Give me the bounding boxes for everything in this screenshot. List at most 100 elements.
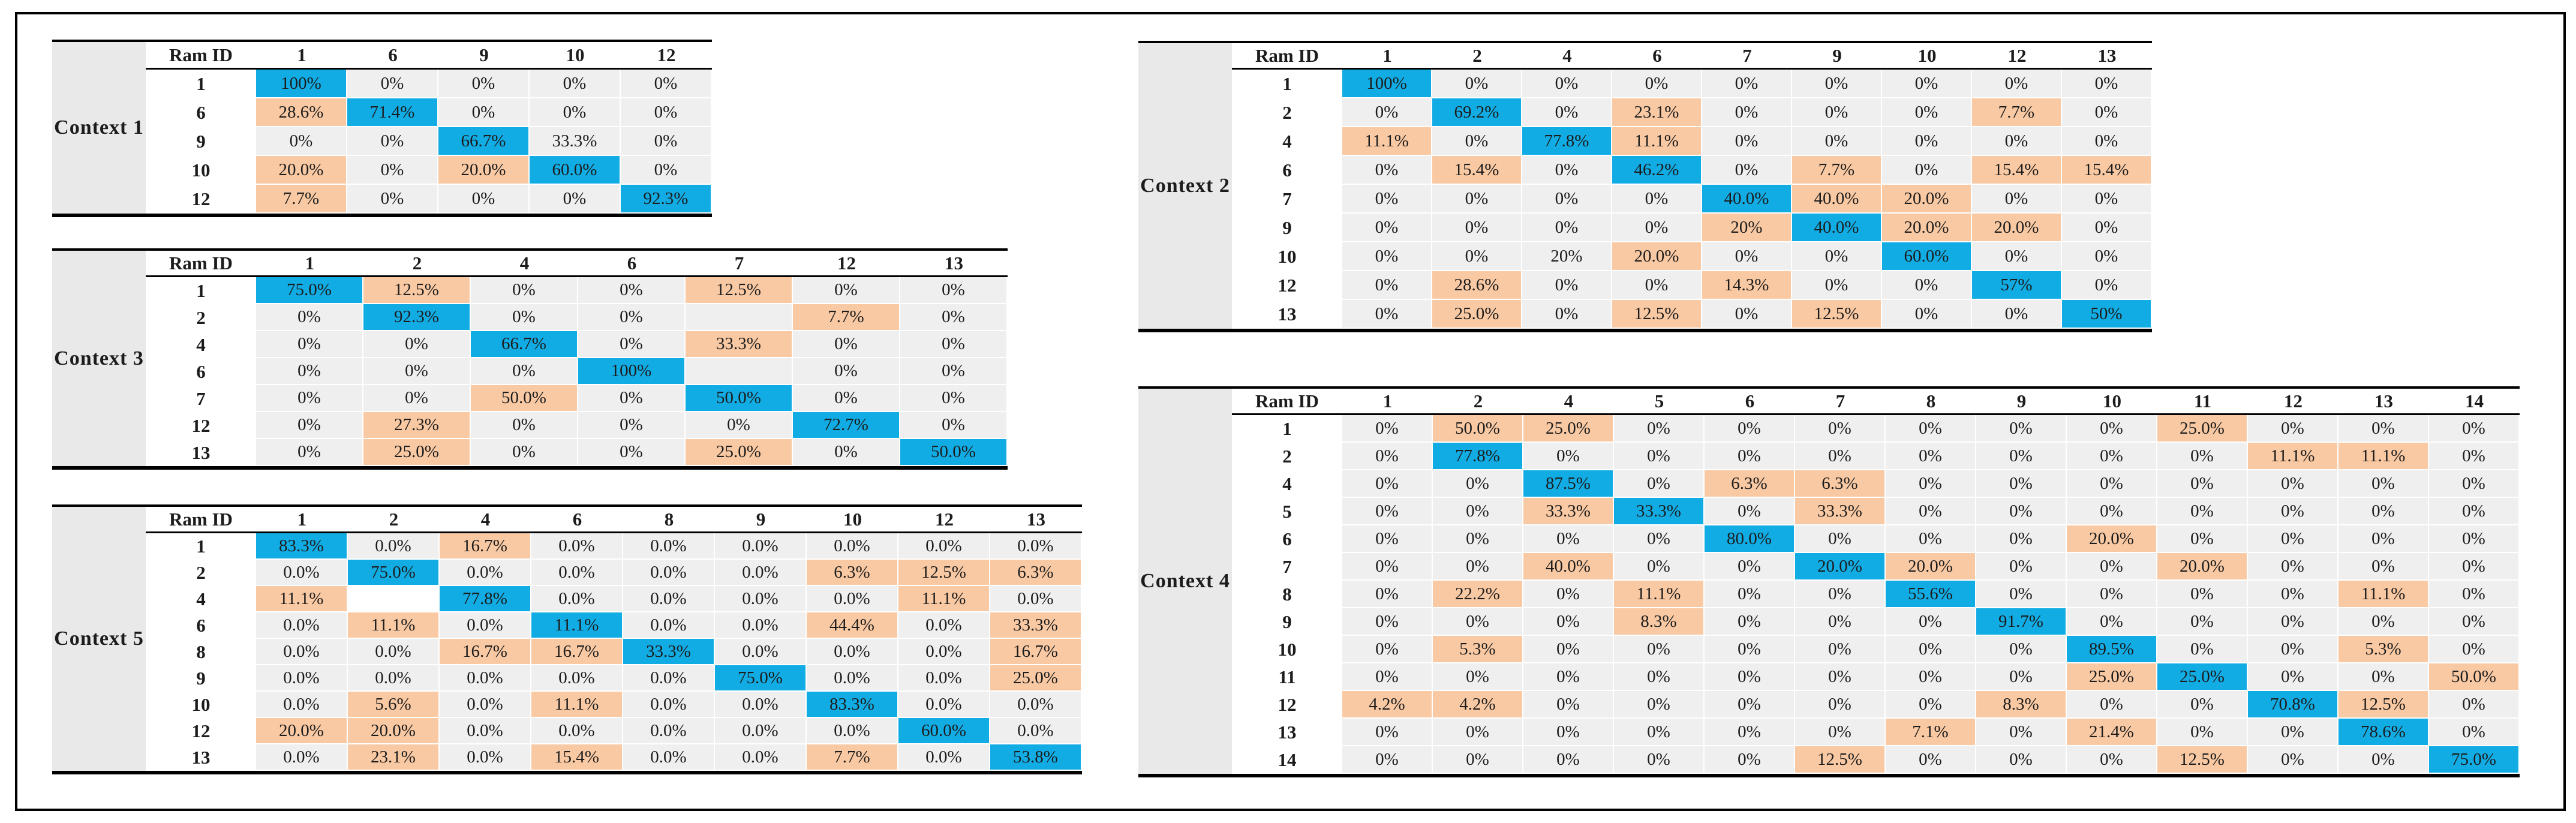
matrix-cell: 0% xyxy=(578,277,686,304)
matrix-cell: 20.0% xyxy=(1882,214,1972,242)
row-id: 13 xyxy=(1232,300,1342,329)
matrix-cell: 15.4% xyxy=(1432,156,1522,185)
matrix-cell: 11.1% xyxy=(2338,581,2429,608)
matrix-cell: 0% xyxy=(1432,214,1522,242)
matrix-cell: 0% xyxy=(1522,214,1612,242)
row-id: 6 xyxy=(146,98,256,127)
column-header: 9 xyxy=(1792,43,1882,70)
matrix-cell: 0% xyxy=(1705,581,1795,608)
row-id: 10 xyxy=(146,692,256,718)
matrix-cell: 0.0% xyxy=(715,692,807,718)
matrix-cell: 12.5% xyxy=(2338,691,2429,719)
matrix-cell: 0% xyxy=(2338,553,2429,581)
matrix-cell: 0.0% xyxy=(623,586,715,612)
matrix-cell: 0% xyxy=(1432,127,1522,156)
matrix-cell: 0% xyxy=(471,412,578,439)
matrix-cell: 20% xyxy=(1522,242,1612,271)
matrix-cell: 0% xyxy=(578,304,686,331)
matrix-cell: 0% xyxy=(2157,470,2248,498)
matrix-cell: 0% xyxy=(1972,127,2062,156)
matrix-cell: 0% xyxy=(256,439,363,466)
matrix-cell xyxy=(686,304,793,331)
matrix-cell: 6.3% xyxy=(807,560,898,586)
matrix-cell: 92.3% xyxy=(621,185,712,214)
matrix-cell: 25.0% xyxy=(363,439,471,466)
matrix-cell: 0% xyxy=(1614,525,1705,553)
matrix-cell: 0% xyxy=(1522,156,1612,185)
matrix-cell: 0% xyxy=(2157,608,2248,636)
matrix-cell: 0% xyxy=(1705,636,1795,663)
matrix-cell: 0% xyxy=(1523,443,1614,470)
matrix-cell: 0% xyxy=(2067,415,2157,443)
matrix-cell: 0% xyxy=(2429,525,2520,553)
matrix-cell: 20% xyxy=(1702,214,1792,242)
matrix-cell: 25.0% xyxy=(686,439,793,466)
matrix-cell: 12.5% xyxy=(2157,746,2248,774)
column-header: 12 xyxy=(793,251,900,277)
column-header: 6 xyxy=(531,507,623,533)
matrix-cell: 0.0% xyxy=(623,560,715,586)
matrix-cell: 0% xyxy=(793,277,900,304)
matrix-cell: 0% xyxy=(686,412,793,439)
row-id: 7 xyxy=(1232,553,1342,581)
matrix-cell: 0% xyxy=(1342,746,1433,774)
matrix-cell: 0% xyxy=(1342,156,1432,185)
matrix-cell: 0.0% xyxy=(715,560,807,586)
matrix-cell: 8.3% xyxy=(1614,608,1705,636)
column-header: 13 xyxy=(2062,43,2152,70)
matrix-cell: 0% xyxy=(2338,608,2429,636)
matrix-cell: 0% xyxy=(2157,691,2248,719)
matrix-cell: 0% xyxy=(1972,242,2062,271)
column-header: 13 xyxy=(900,251,1008,277)
matrix-cell: 0% xyxy=(2338,746,2429,774)
matrix-cell: 0% xyxy=(1522,70,1612,98)
matrix-cell: 0% xyxy=(900,358,1008,385)
matrix-cell: 0% xyxy=(1523,746,1614,774)
matrix-cell: 0.0% xyxy=(256,560,348,586)
matrix-cell: 60.0% xyxy=(1882,242,1972,271)
matrix-cell: 0.0% xyxy=(990,586,1082,612)
matrix-cell: 0% xyxy=(256,127,347,156)
matrix-cell: 71.4% xyxy=(347,98,438,127)
matrix-cell: 11.1% xyxy=(2248,443,2338,470)
matrix-cell: 0% xyxy=(256,412,363,439)
column-header: 12 xyxy=(621,42,712,70)
matrix-cell: 55.6% xyxy=(1886,581,1976,608)
matrix-cell: 89.5% xyxy=(2067,636,2157,663)
matrix-cell: 0% xyxy=(1342,553,1433,581)
matrix-cell: 4.2% xyxy=(1433,691,1523,719)
matrix-cell: 0% xyxy=(2429,719,2520,746)
matrix-cell: 0% xyxy=(1433,525,1523,553)
matrix-cell: 0% xyxy=(1705,719,1795,746)
matrix-cell: 0% xyxy=(1705,663,1795,691)
matrix-cell: 0% xyxy=(1792,242,1882,271)
row-id: 11 xyxy=(1232,663,1342,691)
matrix-cell: 12.5% xyxy=(363,277,471,304)
matrix-cell: 0% xyxy=(578,439,686,466)
matrix-cell: 0% xyxy=(1433,498,1523,525)
matrix-cell: 0% xyxy=(1705,415,1795,443)
column-header: 12 xyxy=(898,507,990,533)
column-header: 11 xyxy=(2157,389,2248,415)
matrix-cell: 0% xyxy=(1612,214,1702,242)
matrix-cell: 0% xyxy=(1972,70,2062,98)
matrix-cell: 0% xyxy=(2429,553,2520,581)
column-header: 1 xyxy=(256,507,348,533)
figure-border xyxy=(15,12,2566,811)
matrix-cell: 0.0% xyxy=(898,639,990,665)
ram-id-header: Ram ID xyxy=(146,42,256,70)
column-header: 10 xyxy=(2067,389,2157,415)
matrix-cell: 16.7% xyxy=(440,533,531,560)
matrix-cell: 60.0% xyxy=(898,718,990,744)
matrix-cell: 77.8% xyxy=(440,586,531,612)
matrix-cell: 69.2% xyxy=(1432,98,1522,127)
matrix-cell: 75.0% xyxy=(715,665,807,692)
matrix-cell: 0% xyxy=(1882,300,1972,329)
matrix-cell: 60.0% xyxy=(530,156,621,185)
matrix-cell: 77.8% xyxy=(1522,127,1612,156)
matrix-cell: 0% xyxy=(1342,663,1433,691)
matrix-cell: 33.3% xyxy=(990,612,1082,639)
row-id: 2 xyxy=(146,560,256,586)
matrix-cell: 0% xyxy=(1702,98,1792,127)
matrix-cell: 0% xyxy=(347,70,438,98)
